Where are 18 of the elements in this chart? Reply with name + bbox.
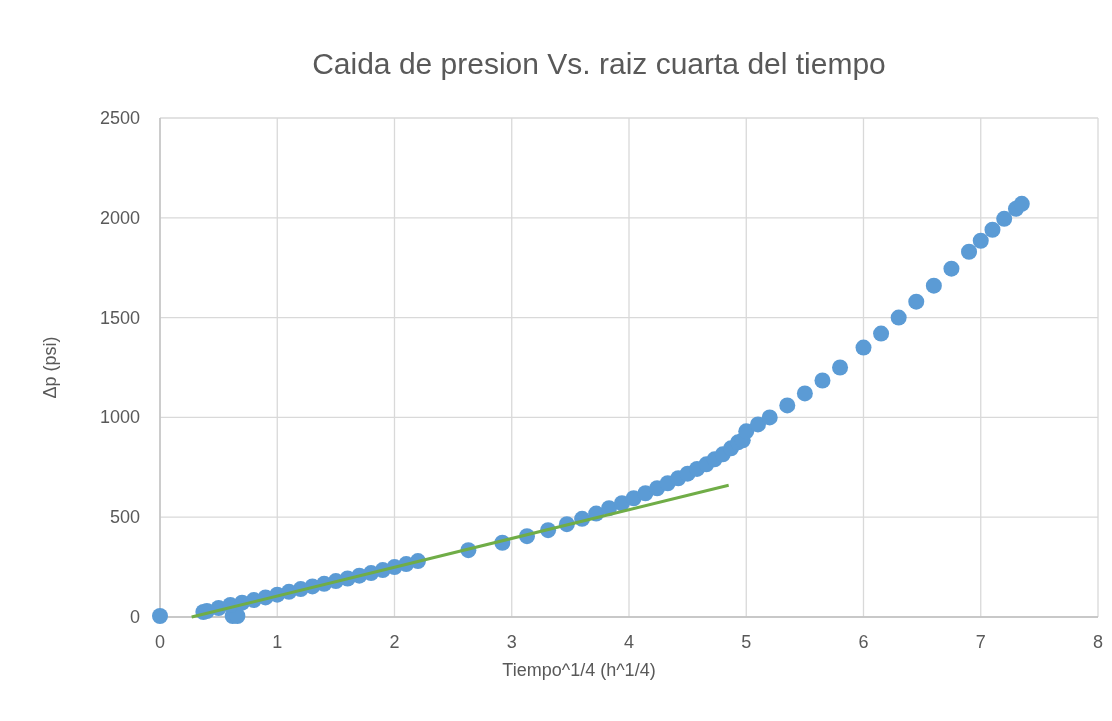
y-axis-title: Δp (psi) (40, 336, 60, 399)
x-tick-label: 1 (272, 632, 283, 652)
x-tick-label: 3 (506, 632, 517, 652)
x-tick-label: 5 (741, 632, 752, 652)
x-tick-label: 4 (623, 632, 635, 652)
x-axis-title: Tiempo^1/4 (h^1/4) (502, 660, 656, 680)
x-tick-label: 6 (858, 632, 869, 652)
y-tick-label: 2000 (99, 207, 140, 228)
x-tick-label: 2 (389, 632, 400, 652)
y-tick-label: 0 (129, 607, 140, 627)
y-tick-label: 1500 (99, 307, 140, 328)
chart-title: Caida de presion Vs. raiz cuarta del tiempo (312, 47, 886, 80)
y-tick-label: 2500 (99, 108, 140, 128)
y-tick-label: 1000 (99, 407, 140, 428)
x-tick-label: 0 (154, 632, 166, 652)
y-tick-label: 500 (109, 507, 140, 528)
x-tick-label: 8 (1092, 632, 1104, 652)
x-tick-label: 7 (975, 632, 986, 652)
